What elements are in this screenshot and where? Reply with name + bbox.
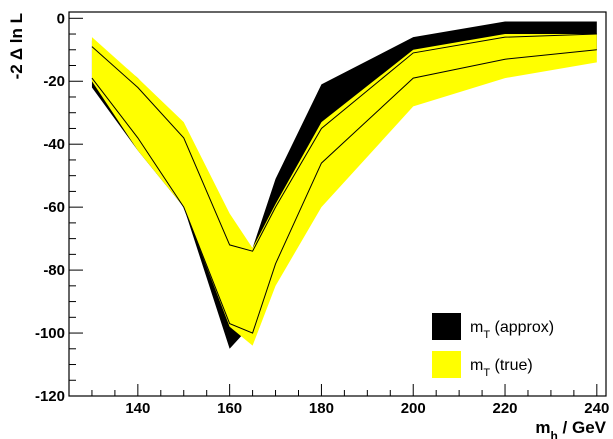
central-lines-layer [91,33,597,334]
x-tick-label: 180 [309,400,334,417]
legend-swatch-approx [432,313,461,340]
y-tick-label: -120 [35,388,65,405]
plot-frame [68,11,607,397]
x-tick-label: 240 [584,400,609,417]
y-tick-label: -80 [43,262,65,279]
x-tick-label: 140 [125,400,150,417]
y-tick-label: -100 [35,325,65,342]
axes-layer: 140 160 180 200 220 240 0 -20 -40 -60 -80 -100 -120 [35,10,609,417]
legend: mT (approx) mT (true) [432,313,554,379]
central-line-2 [91,49,597,334]
band-true [91,34,597,346]
x-tick-label: 220 [493,400,518,417]
legend-label-approx: mT (approx) [470,319,554,341]
y-tick-label: 0 [57,10,65,27]
bands-layer [91,21,597,349]
y-axis-title: -2 Δ ln L [7,13,26,79]
legend-label-true: mT (true) [470,357,533,379]
x-tick-label: 160 [217,400,242,417]
legend-swatch-true [432,351,461,378]
y-tick-label: -20 [43,73,65,90]
central-line-1 [91,33,597,252]
x-axis-title: mh / GeV [535,418,606,439]
y-tick-label: -60 [43,199,65,216]
x-tick-label: 200 [401,400,426,417]
y-tick-label: -40 [43,136,65,153]
